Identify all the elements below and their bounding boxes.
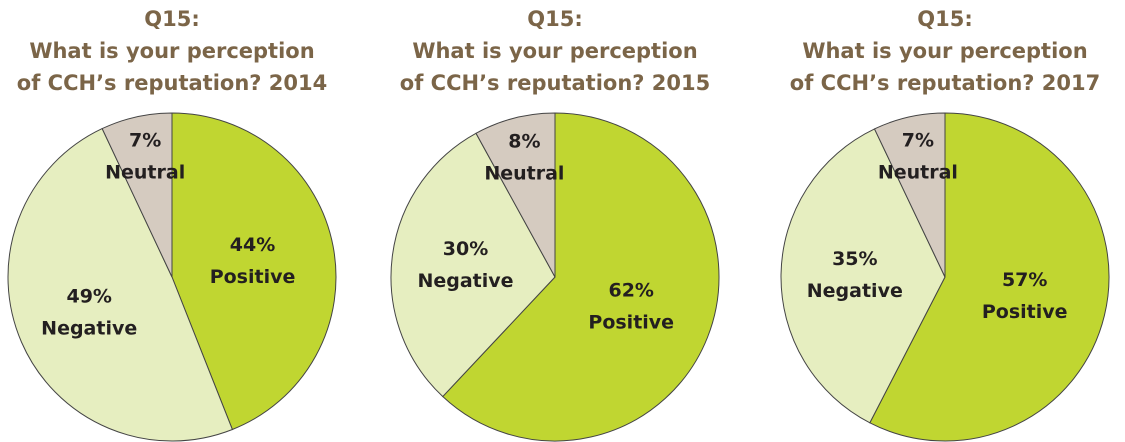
chart-title: Q15: [917, 7, 972, 31]
chart-title: Q15: [527, 7, 582, 31]
slice-value-label: 44% [230, 234, 275, 256]
pie-slice [475, 112, 556, 278]
pie-slice [442, 112, 720, 442]
slice-category-label: Negative [41, 317, 137, 339]
pie-slice [101, 112, 173, 278]
slice-category-label: Neutral [105, 161, 185, 183]
slice-category-label: Negative [417, 270, 513, 292]
slice-value-label: 8% [508, 130, 540, 152]
slice-value-label: 35% [832, 248, 877, 270]
slice-category-label: Positive [210, 266, 296, 288]
pie-slice [869, 112, 1110, 442]
pie-slice [780, 128, 946, 424]
slice-category-label: Positive [588, 312, 674, 334]
chart-title: Q15: [144, 7, 199, 31]
pie-slice [390, 132, 556, 398]
slice-value-label: 7% [129, 129, 161, 151]
chart-title: What is your perception [412, 39, 697, 63]
pie-slice [7, 127, 234, 442]
slice-category-label: Neutral [878, 162, 958, 184]
slice-category-label: Positive [982, 301, 1068, 323]
chart-title: of CCH’s reputation? 2015 [400, 71, 710, 95]
slice-value-label: 62% [608, 280, 653, 302]
pie-slice [873, 112, 946, 278]
slice-value-label: 30% [443, 238, 488, 260]
pie-slice [171, 112, 337, 431]
chart-title: of CCH’s reputation? 2014 [17, 71, 327, 95]
chart-title: of CCH’s reputation? 2017 [790, 71, 1100, 95]
slice-category-label: Neutral [484, 162, 564, 184]
slice-category-label: Negative [807, 280, 903, 302]
chart-title: What is your perception [802, 39, 1087, 63]
slice-value-label: 7% [902, 130, 934, 152]
chart-title: What is your perception [29, 39, 314, 63]
slice-value-label: 57% [1002, 269, 1047, 291]
slice-value-label: 49% [66, 285, 111, 307]
